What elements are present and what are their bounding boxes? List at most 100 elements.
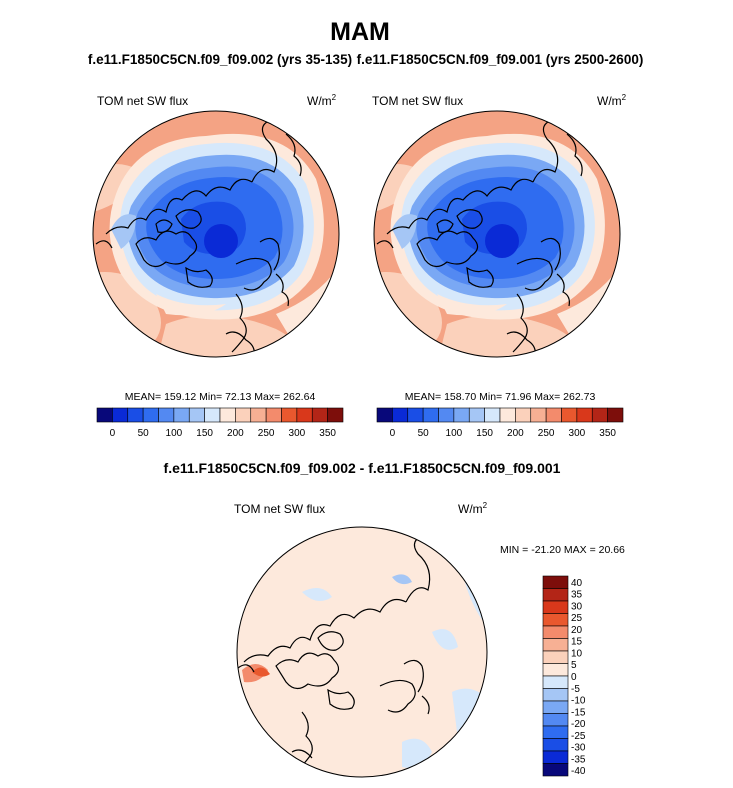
colorbar-diff-swatch-10: [542, 700, 569, 714]
colorbar-case1-swatch-2: [127, 407, 144, 423]
colorbar-diff-swatch-1: [542, 588, 569, 602]
colorbar-diff-tick-label: 20: [571, 625, 583, 636]
colorbar-diff-tick-label: 35: [571, 590, 583, 601]
panel-case1: TOM net SW flux W/m2 MEAN= 159.12 Min= 7…: [92, 93, 344, 439]
colorbar-case2-swatch-7: [484, 407, 501, 423]
colorbar-case1-swatch-0: [96, 407, 113, 423]
colorbar-case1-tick-label: 350: [319, 428, 336, 439]
polar-map-case1: [93, 111, 339, 357]
colorbar-case1-swatch-4: [158, 407, 175, 423]
colorbar-case1-swatch-11: [265, 407, 282, 423]
colorbar-case2-swatch-11: [545, 407, 562, 423]
colorbar-diff-swatch-4: [542, 625, 569, 639]
colorbar-case2-swatch-0: [376, 407, 393, 423]
colorbar-case2-swatch-1: [392, 407, 409, 423]
colorbar-case1-swatch-12: [281, 407, 298, 423]
colorbar-diff-tick-label: 25: [571, 613, 583, 624]
colorbar-case1: 0 50 100 150 200 250 300 350: [96, 407, 344, 439]
colorbar-case1-swatch-13: [296, 407, 313, 423]
colorbar-diff-swatch-5: [542, 638, 569, 652]
colorbar-diff-swatch-8: [542, 675, 569, 689]
panel-case2-variable: TOM net SW flux: [372, 94, 463, 108]
colorbar-case1-swatch-7: [204, 407, 221, 423]
colorbar-case2-swatch-3: [422, 407, 439, 423]
colorbar-diff-swatch-6: [542, 650, 569, 664]
colorbar-case1-swatch-14: [311, 407, 328, 423]
case-right-title: f.e11.F1850C5CN.f09_f09.001 (yrs 2500-26…: [357, 52, 644, 67]
colorbar-case2-tick-label: 150: [476, 428, 493, 439]
colorbar-case2-swatch-14: [591, 407, 608, 423]
panel-case1-stats: MEAN= 159.12 Min= 72.13 Max= 262.64: [125, 391, 316, 403]
panel-diff-stats: MIN = -21.20 MAX = 20.66: [500, 544, 625, 556]
colorbar-case1-swatch-3: [142, 407, 159, 423]
colorbar-diff-swatch-9: [542, 688, 569, 702]
colorbar-diff-tick-label: 30: [571, 601, 583, 612]
polar-map-diff: [237, 527, 487, 777]
colorbar-case1-swatch-9: [235, 407, 252, 423]
panel-case1-variable: TOM net SW flux: [97, 94, 188, 108]
colorbar-case1-tick-label: 150: [196, 428, 213, 439]
colorbar-diff-swatch-3: [542, 613, 569, 627]
colorbar-case2-swatch-8: [499, 407, 516, 423]
colorbar-diff-swatch-2: [542, 600, 569, 614]
colorbar-diff-tick-label: -20: [571, 719, 586, 730]
colorbar-case2-tick-label: 300: [569, 428, 586, 439]
panel-diff-units: W/m2: [458, 501, 488, 516]
panel-case2-units: W/m2: [597, 93, 627, 108]
polar-map-case2: [374, 111, 620, 357]
colorbar-case1-tick-label: 0: [110, 428, 116, 439]
colorbar-case1-swatch-5: [173, 407, 190, 423]
colorbar-diff-tick-label: 10: [571, 648, 583, 659]
colorbar-case2-swatch-12: [561, 407, 578, 423]
panel-case1-units: W/m2: [307, 93, 337, 108]
colorbar-case1-tick-label: 50: [138, 428, 150, 439]
colorbar-case2-tick-label: 350: [599, 428, 616, 439]
colorbar-case2-swatch-15: [607, 407, 624, 423]
colorbar-case2-swatch-6: [468, 407, 485, 423]
panel-diff-variable: TOM net SW flux: [234, 502, 325, 516]
colorbar-case1-tick-label: 100: [166, 428, 183, 439]
colorbar-diff-tick-label: -10: [571, 696, 586, 707]
colorbar-case1-swatch-1: [112, 407, 129, 423]
colorbar-diff-tick-label: 15: [571, 637, 583, 648]
colorbar-diff-tick-label: 5: [571, 660, 577, 671]
colorbar-case2-swatch-13: [576, 407, 593, 423]
colorbar-case2-tick-label: 100: [446, 428, 463, 439]
colorbar-diff-swatch-12: [542, 725, 569, 739]
colorbar-diff-swatch-13: [542, 738, 569, 752]
case-left-title: f.e11.F1850C5CN.f09_f09.002 (yrs 35-135): [88, 52, 352, 67]
colorbar-case1-swatch-6: [188, 407, 205, 423]
panel-diff: TOM net SW flux W/m2 MIN = -21.20 MAX = …: [234, 501, 625, 778]
colorbar-diff-tick-label: -40: [571, 766, 586, 777]
colorbar-diff-tick-label: 40: [571, 578, 583, 589]
map-border-case1: [92, 110, 340, 358]
colorbar-diff-swatch-14: [542, 750, 569, 764]
colorbar-case2-swatch-2: [407, 407, 424, 423]
colorbar-case2-swatch-9: [515, 407, 532, 423]
colorbar-case1-tick-label: 250: [258, 428, 275, 439]
colorbar-case1-tick-label: 200: [227, 428, 244, 439]
colorbar-case2-tick-label: 0: [390, 428, 396, 439]
colorbar-diff-tick-label: -5: [571, 684, 580, 695]
colorbar-case2-swatch-5: [453, 407, 470, 423]
colorbar-case2-swatch-4: [438, 407, 455, 423]
colorbar-diff-tick-label: -25: [571, 731, 586, 742]
colorbar-diff-swatch-15: [542, 763, 569, 777]
colorbar-diff-tick-label: -15: [571, 707, 586, 718]
panel-case2-stats: MEAN= 158.70 Min= 71.96 Max= 262.73: [405, 391, 596, 403]
colorbar-case1-tick-label: 300: [289, 428, 306, 439]
panel-case2: TOM net SW flux W/m2 MEAN= 158.70 Min= 7…: [372, 93, 627, 439]
colorbar-diff-tick-label: -30: [571, 743, 586, 754]
colorbar-diff-swatch-11: [542, 713, 569, 727]
colorbar-case1-swatch-15: [327, 407, 344, 423]
colorbar-case2-swatch-10: [530, 407, 547, 423]
colorbar-case2: 0 50 100 150 200 250 300 350: [376, 407, 624, 439]
map-border-case2: [373, 110, 621, 358]
diff-title: f.e11.F1850C5CN.f09_f09.002 - f.e11.F185…: [164, 460, 561, 476]
colorbar-case2-tick-label: 50: [418, 428, 430, 439]
colorbar-case2-tick-label: 200: [507, 428, 524, 439]
colorbar-case1-swatch-10: [250, 407, 267, 423]
colorbar-diff-tick-label: -35: [571, 754, 586, 765]
